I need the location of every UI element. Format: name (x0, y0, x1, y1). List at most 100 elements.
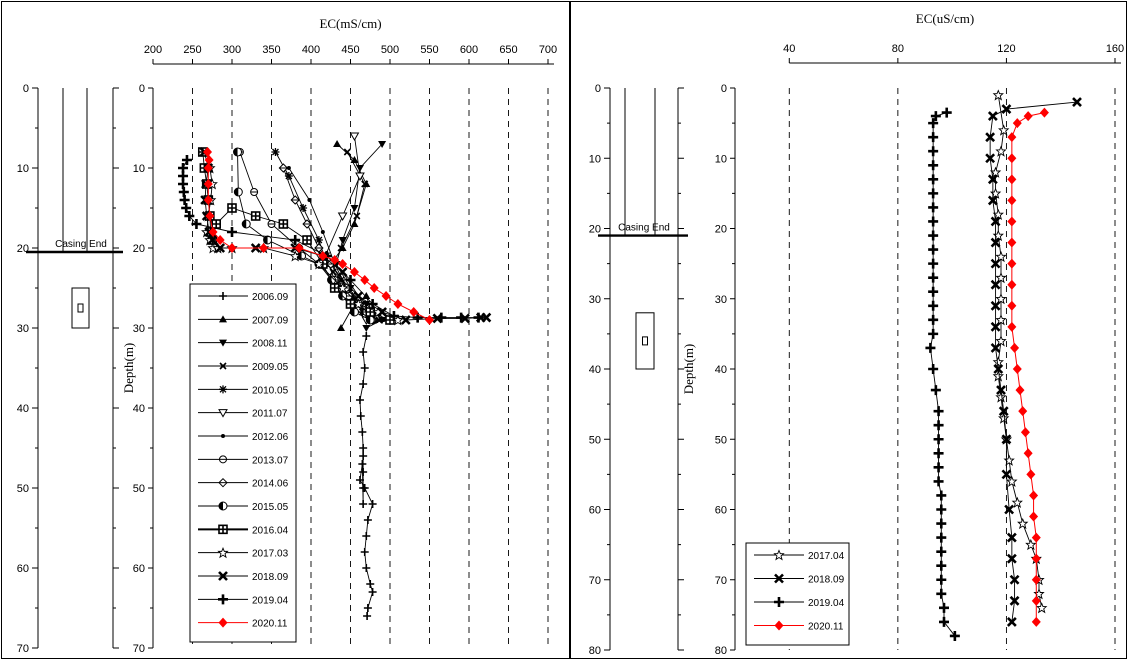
y-tick-label: 10 (715, 153, 727, 165)
data-point (1001, 469, 1012, 480)
well-tick-label: 50 (17, 483, 29, 495)
data-point (928, 244, 939, 255)
data-point (1031, 532, 1041, 543)
data-point (369, 283, 379, 293)
data-point (928, 300, 939, 311)
x-tick-label: 550 (420, 44, 438, 56)
data-point (233, 187, 243, 197)
data-point (996, 385, 1006, 395)
data-point (1007, 174, 1017, 185)
x-tick-label: 120 (997, 43, 1015, 55)
data-point (314, 236, 323, 244)
data-point (1007, 321, 1017, 332)
data-point (992, 370, 1004, 382)
data-point (985, 132, 996, 143)
data-point (355, 476, 364, 484)
data-point (313, 258, 325, 270)
y-tick-label: 30 (715, 294, 727, 306)
x-tick-label: 300 (223, 44, 241, 56)
data-point (1006, 616, 1017, 627)
data-point (286, 166, 291, 170)
data-point (990, 237, 1001, 248)
data-point (377, 307, 388, 317)
data-point (1023, 448, 1033, 459)
data-point (355, 172, 365, 182)
data-point (990, 300, 1001, 311)
x-tick-label: 500 (381, 44, 399, 56)
data-point (1012, 118, 1022, 129)
data-point (215, 243, 226, 253)
data-point (1023, 111, 1033, 122)
data-point (208, 227, 218, 237)
data-point (320, 230, 325, 234)
data-point (928, 216, 939, 227)
data-point (241, 219, 251, 229)
x-tick-label: 160 (1106, 43, 1124, 55)
legend-item: 2010.05 (198, 385, 289, 396)
data-point (353, 212, 361, 220)
data-point (928, 328, 939, 339)
data-point (928, 286, 939, 297)
data-point (353, 291, 364, 301)
data-point (1009, 595, 1020, 606)
series-2012.06 (286, 166, 386, 322)
data-point (349, 132, 360, 142)
legend-label: 2015.05 (252, 502, 289, 513)
data-point (1006, 553, 1017, 564)
data-point (1007, 132, 1017, 143)
well-tick-label: 10 (589, 153, 601, 165)
data-point (359, 500, 368, 508)
data-point (933, 448, 944, 459)
data-point (278, 163, 289, 173)
legend-item: 2012.06 (198, 432, 289, 443)
series-2020.11 (1007, 107, 1049, 627)
x-axis-title: EC(mS/cm) (319, 16, 381, 31)
data-point (928, 272, 939, 283)
well-tick-label: 70 (17, 643, 29, 655)
data-point (359, 468, 368, 476)
legend-item: 2018.09 (754, 573, 845, 586)
data-point (378, 141, 387, 148)
series-line (995, 94, 1043, 608)
data-point (1031, 595, 1041, 606)
data-point (204, 155, 214, 165)
data-point (338, 237, 347, 244)
data-point (987, 195, 998, 206)
legend-label: 2012.06 (252, 432, 289, 443)
y-tick-label: 0 (139, 83, 145, 95)
series-2006.09 (355, 332, 377, 620)
data-point (368, 588, 377, 596)
x-tick-label: 350 (262, 44, 280, 56)
data-point (1036, 602, 1048, 614)
data-point (933, 420, 944, 431)
data-point (928, 132, 939, 143)
data-point (215, 235, 225, 245)
series-line (359, 335, 374, 617)
well-tick-label: 80 (589, 645, 601, 657)
legend-marker (218, 501, 228, 511)
data-point (1029, 511, 1039, 522)
data-point (930, 111, 941, 122)
data-point (278, 219, 289, 229)
data-point (294, 243, 304, 253)
data-point (349, 267, 359, 277)
data-point (1003, 454, 1015, 466)
legend-label: 2019.04 (808, 598, 845, 609)
legend-marker (217, 546, 229, 559)
data-point (191, 219, 202, 229)
data-point (355, 396, 364, 404)
data-point (203, 147, 213, 157)
data-point (481, 312, 492, 323)
well-tick-label: 10 (17, 163, 29, 175)
y-tick-label: 30 (133, 323, 145, 335)
data-point (1007, 153, 1017, 164)
data-point (362, 292, 371, 299)
data-point (181, 203, 192, 213)
legend-item: 2007.09 (198, 315, 289, 326)
legend-label: 2018.09 (252, 572, 289, 583)
legend-item: 2006.09 (198, 292, 289, 303)
data-point (998, 412, 1010, 424)
legend-item: 2009.05 (198, 362, 289, 373)
legend-item: 2011.07 (198, 409, 288, 420)
x-tick-label: 650 (499, 44, 517, 56)
